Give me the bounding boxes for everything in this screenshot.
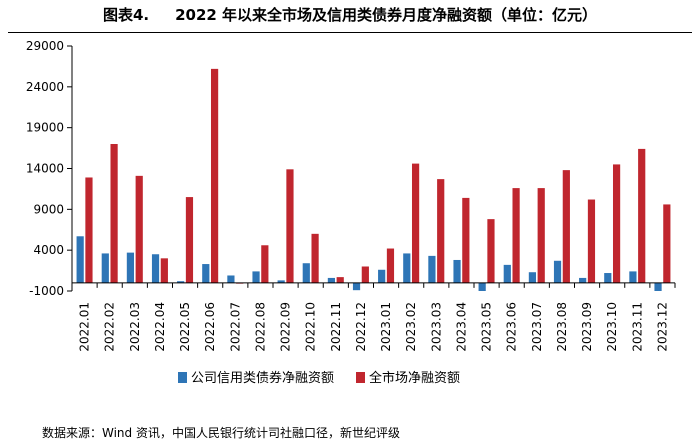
chart: -1000 4000 9000 14000 19000 24000 29000 2022.0…	[26, 39, 676, 386]
x-axis: 2022.01 2022.02 2022.03 2022.04 2022.05 2022.…	[71, 282, 676, 352]
x-tick-label: 2023.05	[480, 302, 494, 352]
bar-credit-bond	[403, 253, 411, 283]
legend: 公司信用类债券净融资额 全市场净融资额	[178, 370, 460, 386]
bar-credit-bond	[277, 280, 285, 283]
x-tick-label: 2022.11	[329, 302, 343, 352]
bar-credit-bond	[76, 236, 84, 283]
x-tick-label: 2023.08	[555, 302, 569, 352]
bar-market-total	[411, 163, 420, 283]
bar-market-total	[537, 188, 545, 283]
x-tick-label: 2023.02	[404, 302, 418, 352]
title-rule	[8, 32, 692, 33]
bar-market-total	[462, 197, 470, 283]
bar-market-total	[261, 245, 269, 283]
bars	[76, 68, 671, 291]
source-note: 数据来源：Wind 资讯，中国人民银行统计司社融口径，新世纪评级	[42, 426, 400, 440]
bar-market-total	[85, 177, 93, 283]
y-tick-label: 14000	[26, 162, 64, 176]
x-tick-label: 2022.08	[253, 302, 267, 352]
bar-credit-bond	[252, 271, 260, 283]
bar-market-total	[386, 248, 395, 283]
x-tick-label: 2023.04	[454, 302, 468, 352]
bar-credit-bond	[629, 271, 637, 283]
x-tick-label: 2022.05	[178, 302, 192, 352]
x-tick-label: 2022.12	[354, 302, 368, 352]
bar-credit-bond	[352, 282, 361, 291]
bar-credit-bond	[202, 264, 210, 283]
y-tick-label: 29000	[26, 39, 64, 53]
bar-credit-bond	[528, 272, 537, 283]
x-tick-label: 2023.07	[530, 302, 544, 352]
bar-credit-bond	[579, 277, 587, 283]
bar-market-total	[587, 199, 596, 283]
y-tick-label: 19000	[26, 121, 64, 135]
bar-market-total	[311, 233, 319, 283]
bar-market-total	[437, 179, 445, 283]
x-tick-label: 2022.09	[279, 302, 293, 352]
x-tick-label: 2023.06	[505, 302, 519, 352]
bar-market-total	[487, 219, 495, 283]
bar-market-total	[361, 266, 369, 283]
x-tick-label: 2022.02	[103, 302, 117, 352]
x-tick-label: 2022.07	[228, 302, 242, 352]
figure-title: 2022 年以来全市场及信用类债券月度净融资额（单位：亿元）	[175, 6, 598, 24]
bar-credit-bond	[453, 259, 461, 283]
bar-market-total	[612, 164, 621, 283]
bar-credit-bond	[654, 282, 662, 291]
x-tick-label: 2022.03	[128, 302, 142, 352]
bar-credit-bond	[126, 252, 135, 283]
bar-credit-bond	[553, 260, 562, 283]
x-tick-label: 2023.10	[605, 302, 619, 352]
bar-market-total	[638, 148, 646, 283]
bar-market-total	[160, 258, 168, 283]
x-tick-label: 2023.09	[580, 302, 594, 352]
y-tick-label: 24000	[26, 80, 64, 94]
bar-credit-bond	[478, 282, 486, 291]
figure-label: 图表4.	[102, 6, 150, 24]
bar-market-total	[210, 68, 219, 283]
legend-label-credit-bond: 公司信用类债券净融资额	[191, 370, 334, 386]
y-tick-label: 9000	[33, 202, 64, 216]
bar-market-total	[135, 175, 143, 283]
bar-credit-bond	[503, 264, 511, 283]
x-tick-label: 2023.03	[429, 302, 443, 352]
bar-credit-bond	[302, 263, 310, 283]
bar-credit-bond	[428, 255, 436, 283]
bar-market-total	[336, 277, 344, 283]
legend-swatch-market-total	[356, 372, 365, 383]
x-tick-label: 2023.01	[379, 302, 393, 352]
bar-market-total	[185, 197, 194, 283]
bar-market-total	[562, 170, 570, 283]
x-tick-label: 2022.01	[78, 302, 92, 352]
bar-credit-bond	[227, 275, 235, 283]
bar-market-total	[663, 204, 671, 283]
bar-credit-bond	[101, 253, 109, 283]
x-tick-label: 2022.10	[304, 302, 318, 352]
bar-market-total	[512, 188, 520, 283]
bar-credit-bond	[378, 269, 386, 283]
legend-label-market-total: 全市场净融资额	[369, 370, 460, 386]
x-tick-label: 2022.06	[203, 302, 217, 352]
x-tick-label: 2023.11	[630, 302, 644, 352]
y-tick-label: 4000	[33, 243, 64, 257]
bar-market-total	[110, 144, 118, 283]
chart-title: 图表4. 2022 年以来全市场及信用类债券月度净融资额（单位：亿元）	[0, 4, 700, 30]
x-tick-label: 2023.12	[655, 302, 669, 352]
bar-credit-bond	[177, 281, 185, 283]
y-tick-label: -1000	[29, 284, 64, 298]
bar-credit-bond	[604, 273, 612, 283]
x-tick-label: 2022.04	[153, 302, 167, 352]
bar-credit-bond	[151, 254, 160, 283]
legend-swatch-credit-bond	[178, 372, 187, 383]
y-axis: -1000 4000 9000 14000 19000 24000 29000	[26, 39, 73, 298]
bar-market-total	[286, 169, 294, 283]
bar-credit-bond	[327, 277, 336, 283]
